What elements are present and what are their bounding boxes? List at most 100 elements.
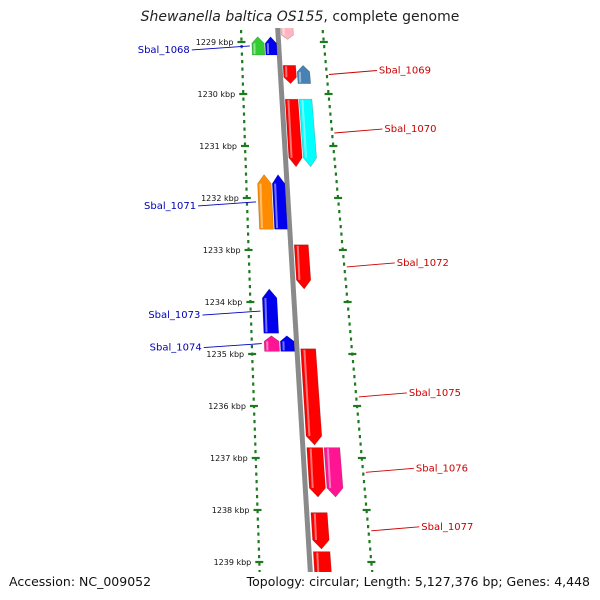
- inner-track-dot: [248, 285, 251, 289]
- gene-sbal_1076[interactable]: [306, 447, 326, 498]
- inner-track-dot: [249, 292, 252, 296]
- inner-track-dot: [242, 90, 245, 94]
- inner-track-dot: [253, 412, 256, 416]
- gene-highlight: [296, 245, 301, 281]
- outer-track-dot: [366, 517, 369, 521]
- outer-track-dot: [352, 367, 355, 371]
- outer-track-dot: [323, 45, 326, 49]
- outer-track-dot: [349, 337, 353, 341]
- outer-track-dot: [350, 345, 353, 349]
- outer-track-dot: [362, 472, 365, 476]
- outer-track-dot: [327, 97, 331, 101]
- outer-track-dot: [345, 285, 348, 289]
- inner-track-dot: [243, 120, 246, 124]
- outer-track-dot: [331, 135, 334, 139]
- inner-track-dot: [254, 442, 257, 446]
- gene-feature[interactable]: [279, 335, 295, 352]
- inner-track-dot: [250, 345, 253, 349]
- inner-track-dot: [253, 420, 256, 424]
- gene-label[interactable]: Sbal_1075: [409, 388, 461, 399]
- inner-track-dot: [250, 322, 253, 326]
- label-leader: [198, 201, 257, 207]
- inner-track-dot: [248, 270, 251, 274]
- gene-sbal_1071[interactable]: [257, 174, 274, 230]
- inner-track-dot: [251, 360, 254, 364]
- inner-track-dot: [253, 435, 257, 439]
- outer-track-dot: [362, 480, 366, 484]
- outer-track-dot: [354, 382, 357, 386]
- outer-track-dot: [360, 450, 363, 454]
- inner-track-dot: [244, 165, 247, 169]
- gene-feature[interactable]: [296, 64, 312, 84]
- outer-track-dot: [348, 322, 351, 326]
- gene-feature[interactable]: [323, 447, 344, 498]
- inner-track-dot: [255, 487, 258, 491]
- gene-sbal_1074[interactable]: [263, 335, 280, 352]
- tick-label: 1229 kbp: [196, 38, 234, 47]
- inner-track-dot: [249, 315, 252, 319]
- outer-track-dot: [349, 330, 352, 334]
- gene-sbal_1068[interactable]: [251, 36, 266, 56]
- outer-track-dot: [356, 412, 359, 416]
- tick-label: 1238 kbp: [212, 506, 250, 515]
- outer-track-dot: [369, 547, 372, 551]
- inner-track-dot: [246, 210, 249, 214]
- gene-label[interactable]: Sbal_1077: [421, 522, 473, 533]
- gene-sbal_1073[interactable]: [261, 288, 280, 334]
- gene-highlight: [326, 448, 332, 489]
- gene-sbal_1070[interactable]: [284, 98, 303, 168]
- inner-track-dot: [250, 330, 253, 334]
- gene-feature[interactable]: [312, 551, 332, 594]
- gene-feature[interactable]: [264, 36, 278, 56]
- inner-track-dot: [247, 232, 250, 236]
- gene-label[interactable]: Sbal_1074: [150, 343, 202, 354]
- inner-track-dot: [242, 105, 245, 109]
- inner-track-dot: [256, 495, 259, 499]
- inner-track-dot: [244, 172, 248, 176]
- outer-track-dot: [368, 540, 371, 544]
- tick-label: 1231 kbp: [199, 142, 237, 151]
- inner-track-dot: [251, 367, 254, 371]
- inner-track-dot: [258, 570, 261, 572]
- tick-label: 1233 kbp: [203, 246, 241, 255]
- label-leader: [202, 310, 261, 316]
- inner-track-dot: [243, 142, 247, 146]
- inner-track-dot: [257, 547, 260, 551]
- outer-track-dot: [367, 532, 370, 536]
- outer-track-dot: [323, 52, 326, 56]
- gene-highlight: [274, 183, 279, 229]
- gene-label[interactable]: Sbal_1076: [416, 463, 468, 474]
- gene-label[interactable]: Sbal_1073: [148, 310, 200, 321]
- outer-track-dot: [344, 277, 347, 281]
- inner-tick-track: [240, 30, 261, 572]
- gene-label[interactable]: Sbal_1070: [384, 124, 436, 135]
- gene-sbal_1072[interactable]: [293, 244, 312, 290]
- inner-track-dot: [254, 450, 257, 454]
- label-leader: [365, 467, 414, 473]
- gene-sbal_1077[interactable]: [310, 512, 330, 550]
- gene-sbal_1069[interactable]: [282, 65, 297, 85]
- inner-track-dot: [245, 195, 248, 199]
- outer-track-dot: [334, 165, 337, 169]
- inner-track-dot: [248, 277, 251, 281]
- tick-label: 1237 kbp: [210, 454, 248, 463]
- gene-sbal_1075[interactable]: [300, 348, 323, 446]
- gene-label[interactable]: Sbal_1068: [138, 45, 190, 56]
- gene-feature[interactable]: [298, 98, 317, 168]
- gene-label[interactable]: Sbal_1072: [397, 258, 449, 269]
- gene-label[interactable]: Sbal_1071: [144, 201, 196, 212]
- outer-track-dot: [343, 262, 346, 266]
- gene-feature[interactable]: [271, 174, 288, 230]
- gene-feature[interactable]: [280, 26, 294, 40]
- gene-highlight: [316, 552, 320, 572]
- inner-track-dot: [241, 82, 244, 86]
- outer-track-dot: [338, 217, 342, 221]
- outer-track-dot: [347, 315, 350, 319]
- outer-track-dot: [358, 435, 361, 439]
- inner-track-dot: [258, 562, 261, 566]
- inner-track-dot: [247, 255, 250, 259]
- inner-track-dot: [257, 540, 260, 544]
- tick-label: 1234 kbp: [205, 298, 243, 307]
- gene-label[interactable]: Sbal_1069: [379, 66, 431, 77]
